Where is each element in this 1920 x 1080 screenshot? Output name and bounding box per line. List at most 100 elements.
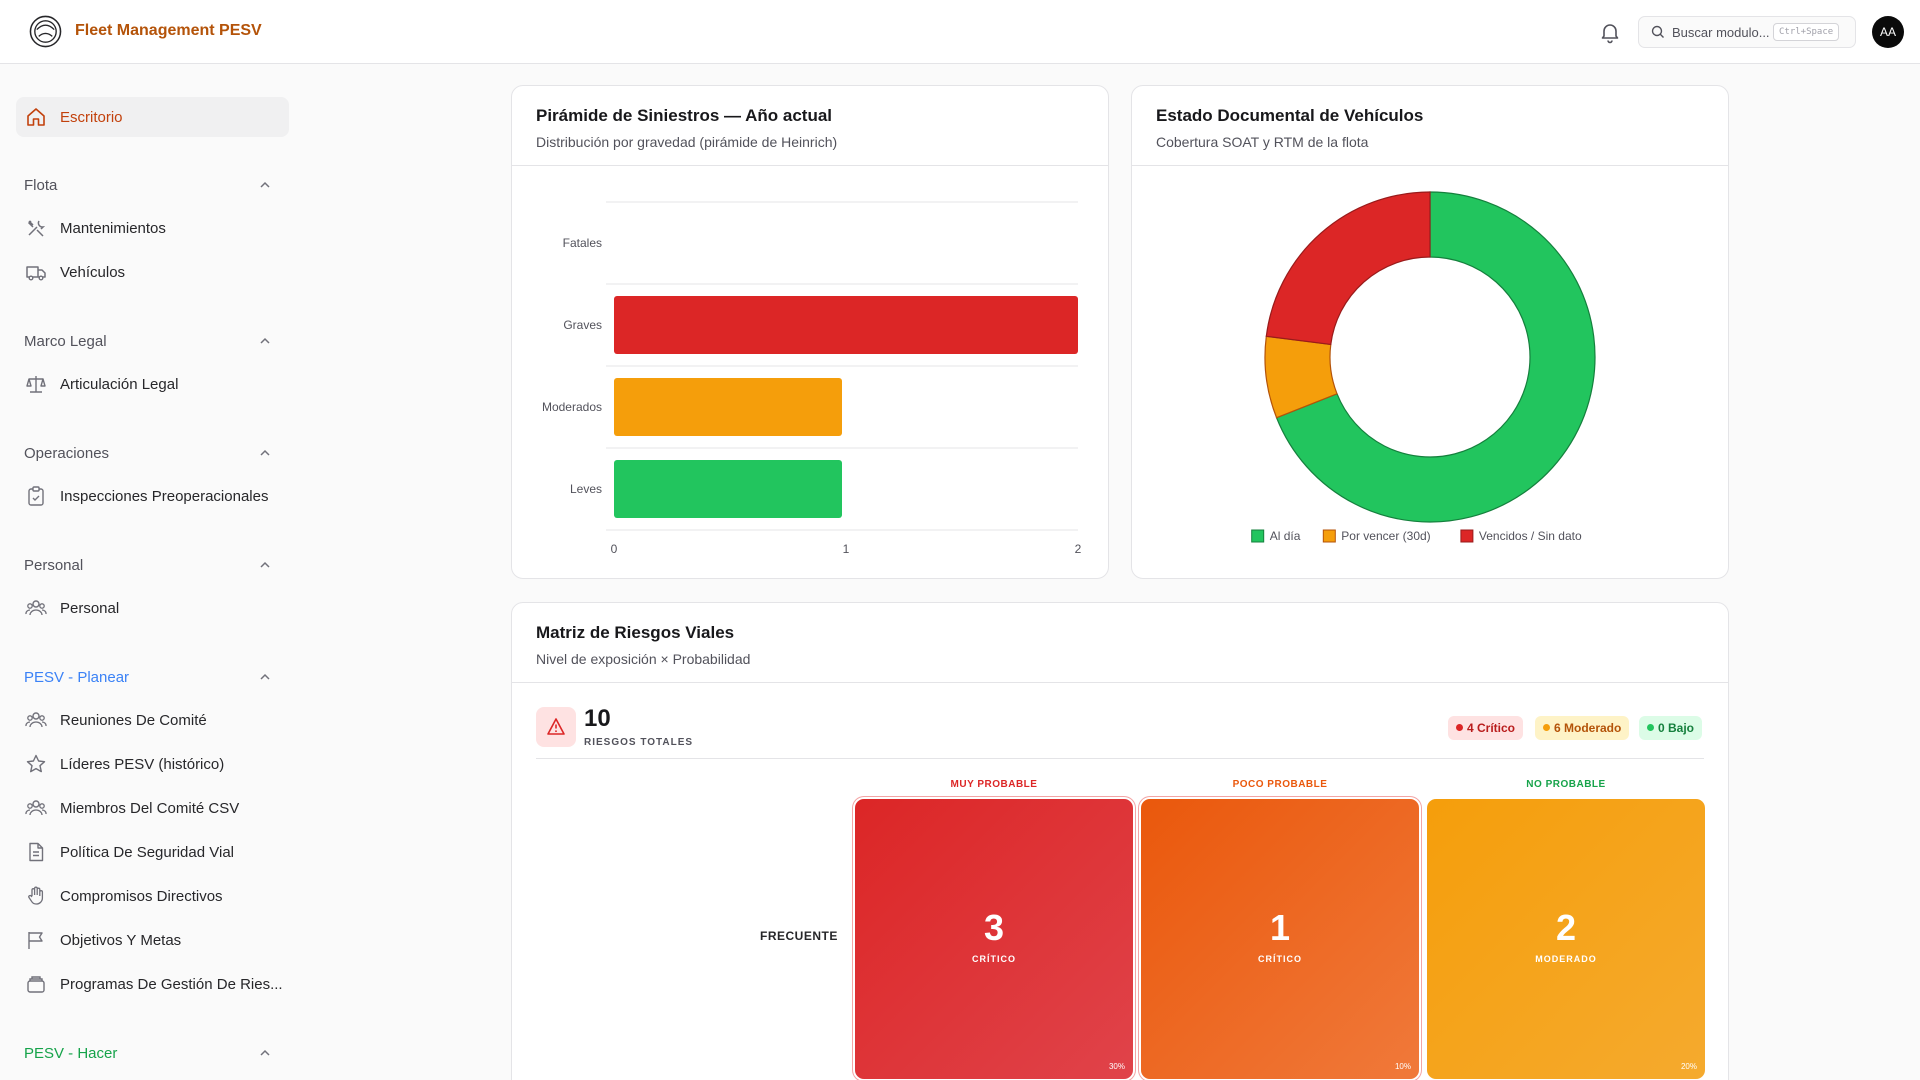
sidebar-item-articulacion-legal[interactable]: Articulación Legal [16,366,289,402]
x-tick-label: 1 [843,542,850,556]
chevron-up-icon [260,449,270,456]
sidebar-item-label: Vehículos [60,264,126,281]
risk-alert-badge [536,707,576,747]
sidebar-item-vehiculos[interactable]: Vehículos [16,254,289,290]
bar-graves[interactable] [614,296,1078,354]
sidebar-item-politica-seguridad[interactable]: Política De Seguridad Vial [16,834,289,870]
star-icon [26,754,46,773]
bar-moderados[interactable] [614,378,842,436]
low-count-badge: 0 Bajo [1639,716,1703,740]
moderate-count-label: 6 Moderado [1554,721,1622,735]
sidebar-item-personal[interactable]: Personal [16,590,289,626]
risk-total-label: RIESGOS TOTALES [584,737,694,748]
sidebar-item-label: Programas De Gestión De Ries... [60,976,283,993]
critical-dot [1456,724,1463,731]
wrench-icon [27,220,46,237]
sidebar-item-label: Reuniones De Comité [60,712,207,729]
sidebar-item-label: Política De Seguridad Vial [60,844,234,861]
sidebar-item-label: Objetivos Y Metas [60,932,182,949]
section-title: Operaciones [24,445,110,462]
chevron-up-icon [260,1049,270,1056]
section-personal[interactable]: Personal [24,555,280,575]
column-header-poco-probable: POCO PROBABLE [1232,779,1328,790]
sidebar-item-escritorio[interactable]: Escritorio [16,97,289,137]
sidebar-item-label: Compromisos Directivos [60,888,223,905]
risk-cell-level: CRÍTICO [1258,954,1302,964]
pyramid-card: Pirámide de Siniestros — Año actual Dist… [511,85,1109,579]
app-logo-icon[interactable] [29,15,62,48]
sidebar-item-mantenimientos[interactable]: Mantenimientos [16,210,289,246]
chevron-up-icon [260,337,270,344]
sidebar: Escritorio Flota Mantenimientos Vehículo… [0,65,300,1080]
low-dot [1647,724,1654,731]
bar-leves[interactable] [614,460,842,518]
x-tick-label: 2 [1075,542,1082,556]
section-marco-legal[interactable]: Marco Legal [24,331,280,351]
sidebar-item-label: Miembros Del Comité CSV [60,800,240,817]
card-subtitle: Cobertura SOAT y RTM de la flota [1156,134,1369,150]
search-input[interactable]: Buscar modulo... Ctrl+Space [1638,16,1856,48]
sidebar-item-label: Mantenimientos [60,220,166,237]
risk-cell-level: CRÍTICO [972,954,1016,964]
app-title[interactable]: Fleet Management PESV [75,22,262,39]
avatar[interactable]: AA [1872,16,1904,48]
risk-cell-frecuente-muy-probable[interactable]: 3 CRÍTICO 30% [855,799,1133,1079]
risk-cell-percent: 20% [1680,1062,1697,1071]
card-title: Matriz de Riesgos Viales [536,623,735,642]
risk-cell-count: 2 [1555,907,1577,948]
documents-card: Estado Documental de Vehículos Cobertura… [1131,85,1729,579]
search-icon [1651,25,1664,38]
chevron-up-icon [260,673,270,680]
clipboard-check-icon [28,486,44,506]
document-status-donut-chart: Al día Por vencer (30d) Vencidos / Sin dat… [1251,191,1596,543]
section-title: Personal [24,557,84,574]
sidebar-item-inspecciones[interactable]: Inspecciones Preoperacionales [16,478,289,514]
sidebar-item-compromisos[interactable]: Compromisos Directivos [16,878,289,914]
risk-cell-percent: 30% [1108,1062,1125,1071]
donut-slice-0[interactable] [1275,191,1596,523]
sidebar-item-reuniones-comite[interactable]: Reuniones De Comité [16,702,289,738]
column-header-no-probable: NO PROBABLE [1526,779,1606,790]
sidebar-item-label: Articulación Legal [60,376,179,393]
risk-cell-count: 1 [1269,907,1291,948]
legend-label: Por vencer (30d) [1341,529,1430,543]
legend-label: Vencidos / Sin dato [1479,529,1582,543]
card-subtitle: Nivel de exposición × Probabilidad [536,651,751,667]
flag-icon [28,932,43,949]
home-icon [27,108,45,126]
critical-count-badge: 4 Crítico [1448,716,1524,740]
donut-slice-2[interactable] [1265,191,1431,346]
risk-cell-frecuente-poco-probable[interactable]: 1 CRÍTICO 10% [1141,799,1419,1079]
scale-icon [26,376,46,393]
chevron-up-icon [260,181,270,188]
risk-matrix-card: Matriz de Riesgos Viales Nivel de exposi… [511,602,1729,1080]
risk-cell-frecuente-no-probable[interactable]: 2 MODERADO 20% [1427,799,1705,1079]
legend-swatch [1322,529,1336,543]
sidebar-item-objetivos-metas[interactable]: Objetivos Y Metas [16,922,289,958]
y-tick-label: Graves [563,318,602,332]
section-title: Marco Legal [24,333,107,350]
y-tick-label: Leves [570,482,602,496]
severity-bar-chart: Fatales Graves Moderados Leves 0 1 2 [542,201,1082,556]
x-tick-label: 0 [611,542,618,556]
column-header-muy-probable: MUY PROBABLE [950,779,1038,790]
sidebar-item-miembros-comite[interactable]: Miembros Del Comité CSV [16,790,289,826]
sidebar-item-label: Líderes PESV (histórico) [60,756,225,773]
moderate-dot [1543,724,1550,731]
section-title: Flota [24,177,58,194]
sidebar-item-programas-gestion[interactable]: Programas De Gestión De Ries... [16,966,289,1002]
section-pesv-hacer[interactable]: PESV - Hacer [24,1043,280,1063]
bell-icon[interactable] [1598,20,1622,44]
section-operaciones[interactable]: Operaciones [24,443,280,463]
section-flota[interactable]: Flota [24,175,280,195]
search-shortcut: Ctrl+Space [1773,23,1840,41]
legend-label: Al día [1270,529,1301,543]
legend-swatch [1251,529,1265,543]
section-pesv-planear[interactable]: PESV - Planear [24,667,280,687]
sidebar-item-label: Inspecciones Preoperacionales [60,488,269,505]
sidebar-item-lideres-pesv[interactable]: Líderes PESV (histórico) [16,746,289,782]
search-placeholder: Buscar modulo... [1672,25,1770,40]
low-count-label: 0 Bajo [1658,721,1695,735]
y-tick-label: Fatales [563,236,602,250]
sidebar-item-label: Personal [60,600,120,617]
